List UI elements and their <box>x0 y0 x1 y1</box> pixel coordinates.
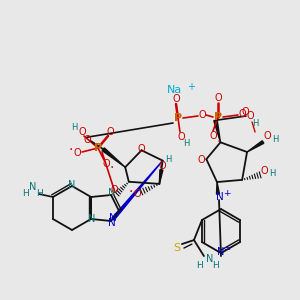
Text: +: + <box>223 189 231 198</box>
Text: =: = <box>224 244 230 253</box>
Text: N: N <box>217 247 225 257</box>
Text: O: O <box>260 166 268 176</box>
Text: O: O <box>241 107 249 117</box>
Text: O: O <box>110 185 118 195</box>
Text: H: H <box>183 139 189 148</box>
Text: P: P <box>174 113 182 123</box>
Text: O: O <box>214 93 222 103</box>
Text: O: O <box>263 131 271 141</box>
Text: ·: · <box>110 161 114 175</box>
Text: N: N <box>108 188 116 199</box>
Text: O: O <box>78 127 86 137</box>
Text: N: N <box>109 213 117 223</box>
Text: +: + <box>187 82 195 92</box>
Text: N: N <box>108 218 116 227</box>
Text: O: O <box>73 148 81 158</box>
Text: H: H <box>196 261 203 270</box>
Text: H: H <box>71 124 77 133</box>
Polygon shape <box>214 120 220 142</box>
Polygon shape <box>112 160 163 220</box>
Text: N: N <box>88 214 96 224</box>
Text: O: O <box>106 127 114 137</box>
Text: O: O <box>83 135 91 145</box>
Text: ·: · <box>69 143 73 157</box>
Text: S: S <box>173 243 181 253</box>
Text: H: H <box>269 169 275 178</box>
Text: O: O <box>198 110 206 120</box>
Text: O: O <box>238 109 246 119</box>
Text: N: N <box>206 254 214 264</box>
Text: O: O <box>134 189 141 199</box>
Text: N: N <box>29 182 37 192</box>
Text: H: H <box>165 155 172 164</box>
Text: O: O <box>172 94 180 104</box>
Text: ·: · <box>128 185 133 199</box>
Polygon shape <box>102 148 125 167</box>
Text: H: H <box>272 134 278 143</box>
Text: P: P <box>214 112 222 122</box>
Text: O: O <box>159 161 166 171</box>
Text: O: O <box>197 155 205 165</box>
Text: O: O <box>102 159 110 169</box>
Text: O: O <box>138 144 145 154</box>
Polygon shape <box>159 170 163 184</box>
Text: O: O <box>246 111 254 121</box>
Text: N: N <box>68 180 76 190</box>
Text: H: H <box>37 190 43 199</box>
Text: H: H <box>252 119 258 128</box>
Text: N: N <box>216 192 224 202</box>
Text: Na: Na <box>167 85 183 95</box>
Text: O: O <box>177 132 185 142</box>
Polygon shape <box>247 141 264 152</box>
Text: H: H <box>22 190 29 199</box>
Text: ·: · <box>217 135 221 149</box>
Text: H: H <box>213 261 219 270</box>
Text: O: O <box>209 131 217 141</box>
Text: P: P <box>94 143 102 153</box>
Polygon shape <box>217 182 220 194</box>
